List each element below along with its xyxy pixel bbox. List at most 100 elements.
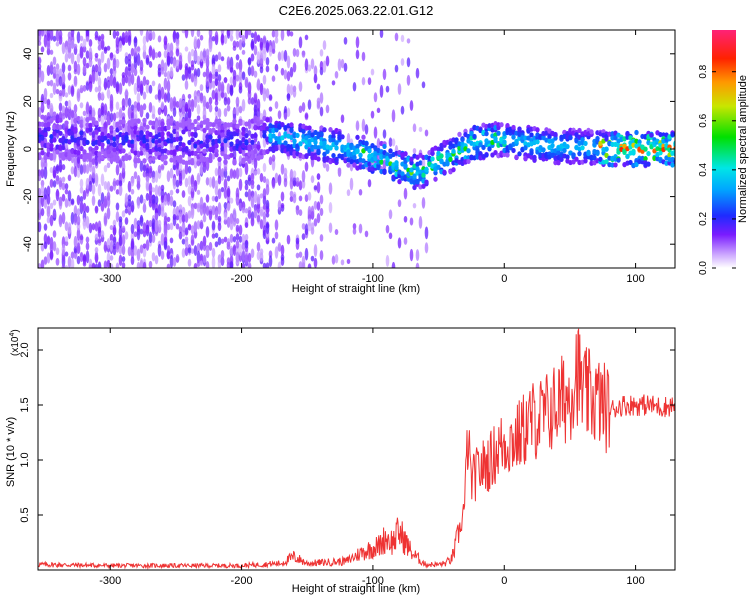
heatmap-cell xyxy=(262,225,267,236)
heatmap-cell xyxy=(46,42,51,52)
heatmap-cell xyxy=(121,148,126,154)
heatmap-cell xyxy=(316,201,321,211)
heatmap-cell xyxy=(379,159,384,165)
heatmap-cell xyxy=(499,122,504,128)
heatmap-cell xyxy=(184,238,189,248)
heatmap-cell xyxy=(163,141,168,147)
heatmap-cell xyxy=(235,224,240,232)
heatmap-cell xyxy=(232,245,237,252)
heatmap-cell xyxy=(58,94,63,102)
heatmap-cell xyxy=(358,223,363,234)
heatmap-cell xyxy=(166,192,171,206)
heatmap-cell xyxy=(226,257,231,265)
heatmap-cell xyxy=(373,92,378,103)
heatmap-cell xyxy=(187,210,192,219)
heatmap-cell xyxy=(38,68,42,78)
heatmap-cell xyxy=(196,38,201,47)
heatmap-cell xyxy=(115,189,120,195)
heatmap-cell xyxy=(241,126,246,132)
heatmap-cell xyxy=(52,199,57,206)
heatmap-cell xyxy=(145,144,150,151)
heatmap-cell xyxy=(118,82,123,95)
heatmap-cell xyxy=(64,120,69,126)
heatmap-cell xyxy=(112,112,117,122)
heatmap-cell xyxy=(151,234,156,243)
heatmap-cell xyxy=(436,150,441,156)
heatmap-cell xyxy=(82,64,87,76)
heatmap-cell xyxy=(229,30,234,36)
heatmap-cell xyxy=(46,64,51,77)
heatmap-cell xyxy=(70,211,75,225)
heatmap-cell xyxy=(166,216,171,222)
heatmap-cell xyxy=(559,156,564,163)
heatmap-cell xyxy=(118,180,123,187)
heatmap-cell xyxy=(124,217,129,225)
heatmap-cell xyxy=(430,150,435,156)
heatmap-cell xyxy=(259,66,264,74)
heatmap-cell xyxy=(76,139,81,145)
heatmap-cell xyxy=(88,39,93,47)
heatmap-cell xyxy=(220,186,225,193)
heatmap-cell xyxy=(247,188,252,202)
heatmap-cell xyxy=(145,112,150,120)
heatmap-cell xyxy=(262,176,267,183)
heatmap-cell xyxy=(193,220,198,233)
heatmap-cell xyxy=(361,118,366,132)
heatmap-cell xyxy=(247,89,252,100)
heatmap-cell xyxy=(280,67,285,76)
heatmap-cell xyxy=(196,124,201,130)
heatmap-cell xyxy=(166,79,171,93)
heatmap-cell xyxy=(214,143,219,149)
heatmap-x-tick-label: 0 xyxy=(501,273,507,285)
heatmap-cell xyxy=(235,30,240,40)
heatmap-cell xyxy=(190,99,195,112)
heatmap-cell xyxy=(139,59,144,72)
heatmap-cell xyxy=(133,245,138,256)
heatmap-cell xyxy=(40,150,45,156)
heatmap-cell xyxy=(604,146,609,152)
heatmap-cell xyxy=(634,161,639,168)
heatmap-cell xyxy=(67,223,72,235)
heatmap-cell xyxy=(166,223,171,231)
heatmap-cell xyxy=(289,31,294,37)
heatmap-cell xyxy=(55,149,60,155)
heatmap-cell xyxy=(49,250,54,261)
heatmap-cell xyxy=(115,111,120,119)
heatmap-cell xyxy=(202,48,207,62)
heatmap-cell xyxy=(277,139,282,145)
heatmap-cell xyxy=(82,149,87,155)
heatmap-cell xyxy=(367,179,372,188)
heatmap-cell xyxy=(64,52,69,63)
heatmap-cell xyxy=(73,144,78,150)
heatmap-cell xyxy=(352,154,357,161)
heatmap-cell xyxy=(412,123,417,133)
heatmap-cell xyxy=(253,207,258,219)
heatmap-cell xyxy=(229,261,234,268)
heatmap-cell xyxy=(91,183,96,195)
heatmap-cell xyxy=(529,132,534,138)
heatmap-cell xyxy=(412,202,417,209)
heatmap-cell xyxy=(136,118,141,124)
heatmap-cell xyxy=(301,223,306,230)
heatmap-cell xyxy=(187,185,192,195)
heatmap-cell xyxy=(484,152,489,158)
heatmap-cell xyxy=(118,108,123,119)
heatmap-cell xyxy=(148,46,153,57)
heatmap-cell xyxy=(334,229,339,236)
heatmap-cell xyxy=(193,150,198,157)
heatmap-cell xyxy=(187,51,192,64)
heatmap-cell xyxy=(214,152,219,158)
heatmap-cell xyxy=(181,142,186,148)
heatmap-cell xyxy=(223,236,228,243)
heatmap-cell xyxy=(265,65,270,73)
heatmap-cell xyxy=(274,127,279,133)
heatmap-cell xyxy=(88,161,93,168)
heatmap-cell xyxy=(139,130,144,136)
heatmap-cell xyxy=(301,128,306,134)
heatmap-cell xyxy=(250,195,255,208)
heatmap-cell xyxy=(196,242,201,253)
heatmap-cell xyxy=(550,142,555,149)
heatmap-cell xyxy=(61,243,66,256)
heatmap-cell xyxy=(280,122,285,128)
heatmap-cell xyxy=(100,230,105,238)
